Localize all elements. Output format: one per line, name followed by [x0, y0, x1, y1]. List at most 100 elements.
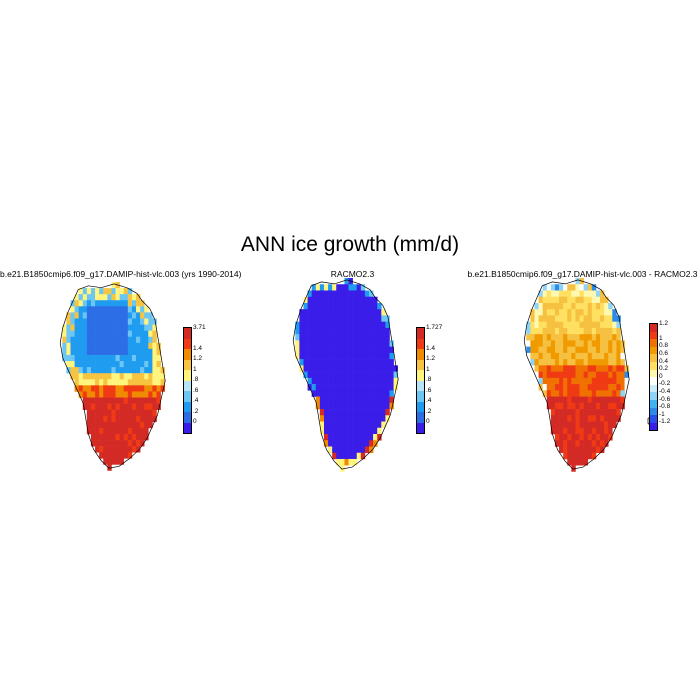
map-cell	[156, 385, 161, 392]
map-cell	[119, 440, 125, 447]
map-cell	[364, 409, 370, 416]
map-cell	[86, 294, 92, 301]
map-cell	[66, 318, 71, 325]
map-cell	[303, 321, 308, 329]
map-cell	[315, 309, 321, 316]
map-cell	[148, 318, 153, 325]
map-cell	[328, 352, 333, 360]
map-cell	[336, 452, 341, 460]
map-cell	[534, 315, 539, 322]
map-cell	[364, 371, 370, 379]
map-cell	[111, 288, 116, 295]
map-cell	[319, 284, 325, 291]
map-cell	[550, 346, 556, 354]
map-cell	[575, 396, 580, 404]
map-cell	[131, 361, 137, 368]
map-cell	[600, 427, 605, 435]
map-cell	[152, 385, 157, 392]
map-cell	[356, 427, 362, 435]
map-cell	[127, 421, 133, 429]
map-cell	[559, 427, 564, 435]
map-cell	[554, 352, 560, 360]
map-cell	[364, 396, 370, 404]
map-cell	[99, 318, 104, 325]
map-cell	[127, 440, 133, 447]
map-cell	[103, 446, 108, 453]
map-cell	[381, 346, 386, 354]
map-cell	[144, 330, 149, 338]
map-cell	[103, 415, 108, 423]
map-cell	[340, 315, 345, 322]
figure-title: ANN ice growth (mm/d)	[240, 233, 460, 256]
map-cell	[148, 391, 153, 398]
map-cell	[103, 427, 108, 435]
map-cell	[369, 371, 374, 379]
map-cell	[328, 321, 333, 329]
map-cell	[299, 359, 304, 366]
map-cell	[90, 409, 96, 417]
map-cell	[323, 415, 329, 422]
map-cell	[123, 318, 129, 325]
map-cell	[554, 346, 560, 354]
colorbar-swatch	[184, 338, 191, 349]
map-cell	[563, 290, 568, 298]
map-cell	[115, 397, 120, 404]
map-cell	[319, 415, 325, 422]
map-cell	[360, 340, 366, 347]
map-cell	[600, 390, 605, 397]
map-cell	[608, 302, 613, 310]
map-cell	[369, 334, 374, 341]
map-cell	[612, 415, 617, 422]
map-cell	[140, 330, 145, 338]
map-cell	[530, 346, 535, 354]
map-cell	[111, 336, 116, 344]
map-cell	[107, 427, 112, 435]
map-cell	[328, 327, 333, 335]
map-cell	[140, 373, 145, 380]
map-cell	[583, 427, 589, 435]
map-cell	[348, 402, 353, 410]
map-cell	[127, 306, 133, 313]
map-cell	[364, 421, 370, 429]
map-cell	[369, 315, 374, 322]
map-cell	[319, 365, 325, 372]
map-cell	[70, 354, 75, 362]
map-cell	[136, 446, 141, 453]
map-cell	[90, 434, 96, 441]
map-cell	[546, 327, 552, 335]
map-cell	[336, 346, 341, 354]
map-cell	[575, 384, 580, 391]
map-cell	[587, 365, 593, 372]
map-cell	[559, 321, 564, 329]
map-cell	[127, 354, 133, 362]
map-cell	[86, 300, 92, 307]
map-cell	[340, 334, 345, 341]
map-cell	[152, 336, 157, 344]
map-cell	[579, 409, 584, 416]
map-cell	[571, 396, 576, 404]
map-cell	[612, 396, 617, 404]
map-cell	[323, 327, 329, 335]
map-cell	[86, 409, 92, 417]
map-cell	[115, 306, 120, 313]
map-cell	[148, 324, 153, 331]
map-cell	[344, 452, 349, 460]
map-cell	[559, 352, 564, 360]
map-cell	[107, 458, 112, 465]
map-cell	[600, 415, 605, 422]
map-cell	[144, 306, 149, 313]
map-cell	[369, 352, 374, 360]
map-cell	[595, 309, 601, 316]
map-cell	[554, 284, 560, 291]
map-cell	[103, 336, 108, 344]
map-cell	[600, 371, 605, 379]
map-cell	[604, 334, 609, 341]
map-cell	[311, 384, 317, 391]
map-cell	[82, 367, 88, 374]
map-cell	[364, 359, 370, 366]
map-cell	[381, 315, 386, 322]
map-cell	[373, 321, 378, 329]
map-cell	[332, 296, 337, 304]
map-cell	[328, 377, 333, 385]
map-cell	[567, 421, 572, 429]
